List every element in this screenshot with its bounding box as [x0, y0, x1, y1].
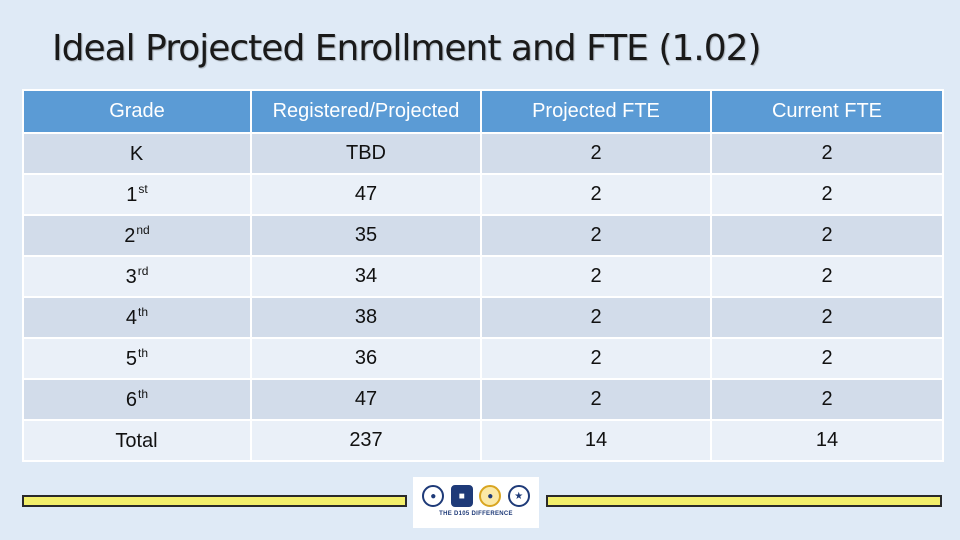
cell-current-fte: 2 — [710, 337, 944, 380]
table-header-row: Grade Registered/Projected Projected FTE… — [22, 89, 944, 134]
footer-bar-left — [22, 495, 407, 507]
cell-grade: 4th — [22, 296, 252, 339]
cell-grade: 6th — [22, 378, 252, 421]
cell-projected-fte: 2 — [480, 255, 712, 298]
cell-registered: 47 — [250, 173, 482, 216]
slide-title: Ideal Projected Enrollment and FTE (1.02… — [52, 28, 762, 69]
cell-grade: 1st — [22, 173, 252, 216]
table-row: 2nd 35 2 2 — [22, 214, 944, 257]
seal-icon: ★ — [507, 485, 530, 507]
footer-bar-right — [546, 495, 942, 507]
cell-current-fte: 2 — [710, 378, 944, 421]
cell-current-fte: 2 — [710, 296, 944, 339]
cell-projected-fte: 2 — [480, 337, 712, 380]
cell-grade: K — [22, 132, 252, 175]
cell-grade: Total — [22, 419, 252, 462]
cell-current-fte: 2 — [710, 255, 944, 298]
lion-icon: ● — [479, 485, 502, 507]
cell-projected-fte: 2 — [480, 378, 712, 421]
header-grade: Grade — [22, 89, 252, 134]
table-row: 4th 38 2 2 — [22, 296, 944, 339]
table-row: 1st 47 2 2 — [22, 173, 944, 216]
cell-registered: 47 — [250, 378, 482, 421]
table-row: 3rd 34 2 2 — [22, 255, 944, 298]
cell-projected-fte: 2 — [480, 173, 712, 216]
cell-registered: TBD — [250, 132, 482, 175]
cell-projected-fte: 14 — [480, 419, 712, 462]
cell-projected-fte: 2 — [480, 296, 712, 339]
header-projected-fte: Projected FTE — [480, 89, 712, 134]
cell-current-fte: 2 — [710, 214, 944, 257]
table-row: 6th 47 2 2 — [22, 378, 944, 421]
cell-grade: 3rd — [22, 255, 252, 298]
cell-current-fte: 2 — [710, 173, 944, 216]
cell-registered: 36 — [250, 337, 482, 380]
enrollment-table: Grade Registered/Projected Projected FTE… — [22, 89, 944, 462]
cell-projected-fte: 2 — [480, 214, 712, 257]
cell-projected-fte: 2 — [480, 132, 712, 175]
cell-registered: 237 — [250, 419, 482, 462]
logo-caption: THE D105 DIFFERENCE — [439, 511, 513, 517]
cell-registered: 34 — [250, 255, 482, 298]
book-icon: ■ — [450, 485, 473, 507]
runner-icon: ● — [422, 485, 445, 507]
header-registered: Registered/Projected — [250, 89, 482, 134]
district-logo: ● ■ ● ★ THE D105 DIFFERENCE — [413, 477, 539, 528]
table-row: 5th 36 2 2 — [22, 337, 944, 380]
cell-registered: 38 — [250, 296, 482, 339]
header-current-fte: Current FTE — [710, 89, 944, 134]
table-row: K TBD 2 2 — [22, 132, 944, 175]
table-row-total: Total 237 14 14 — [22, 419, 944, 462]
cell-current-fte: 2 — [710, 132, 944, 175]
cell-grade: 2nd — [22, 214, 252, 257]
cell-current-fte: 14 — [710, 419, 944, 462]
cell-grade: 5th — [22, 337, 252, 380]
cell-registered: 35 — [250, 214, 482, 257]
